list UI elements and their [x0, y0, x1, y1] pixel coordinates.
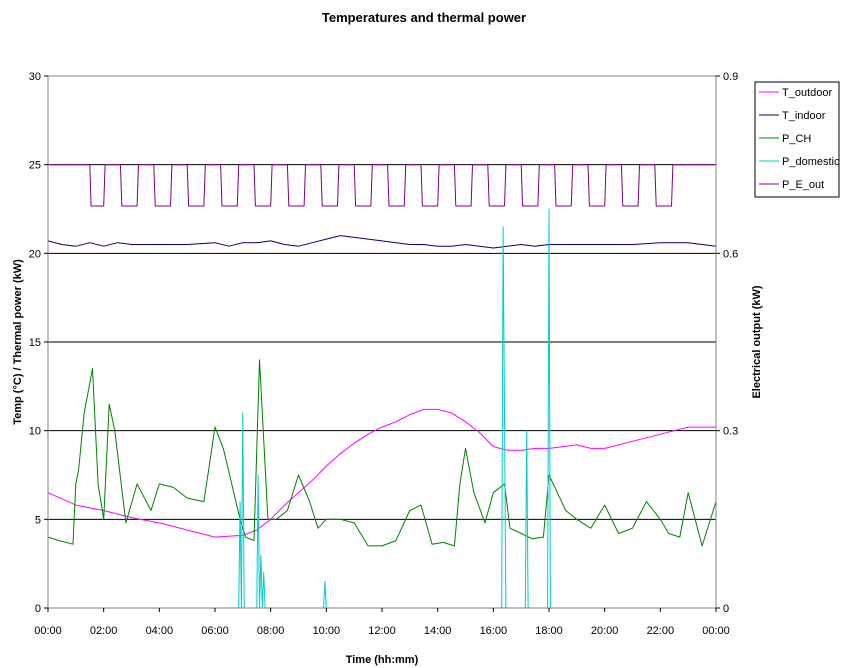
x-tick-label-5: 10:00	[313, 625, 341, 637]
x-tick-label-10: 20:00	[591, 625, 619, 637]
y-tick-label-5: 25	[29, 160, 41, 172]
legend-label-t-outdoor: T_outdoor	[782, 87, 832, 99]
y-tick-label-2: 10	[29, 426, 41, 438]
y-axis-ticks: 0 5 10 15 20 25 30	[29, 71, 48, 615]
x-tick-label-3: 06:00	[201, 625, 229, 637]
x-tick-label-6: 12:00	[368, 625, 396, 637]
y-tick-label-4: 20	[29, 248, 41, 260]
legend: T_outdoor T_indoor P_CH P_domestic P_E_out	[754, 81, 840, 198]
y-tick-label-6: 30	[29, 71, 41, 83]
series-p-e-out	[48, 164, 716, 207]
y2-tick-label-3: 0.9	[723, 71, 738, 83]
y2-tick-label-0: 0	[723, 603, 729, 615]
x-tick-label-2: 04:00	[146, 625, 174, 637]
y-tick-label-1: 5	[35, 514, 41, 526]
chart-title: Temperatures and thermal power	[322, 10, 526, 25]
legend-label-t-indoor: T_indoor	[782, 110, 826, 122]
x-axis-ticks: 00:00 02:00 04:00 06:00 08:00 10:00 12:00 14:00…	[34, 608, 730, 637]
y2-tick-label-1: 0.3	[723, 426, 738, 438]
x-tick-label-9: 18:00	[535, 625, 563, 637]
x-axis-label: Time (hh:mm)	[346, 654, 419, 666]
y2-axis-label: Electrical output (kW)	[751, 285, 763, 398]
x-tick-label-11: 22:00	[647, 625, 675, 637]
x-tick-label-4: 08:00	[257, 625, 285, 637]
x-tick-label-0: 00:00	[34, 625, 62, 637]
y-tick-label-3: 15	[29, 337, 41, 349]
y2-tick-label-2: 0.6	[723, 248, 738, 260]
x-tick-label-1: 02:00	[90, 625, 118, 637]
y-axis-label: Temp (°C) / Thermal power (kW)	[12, 259, 24, 425]
legend-label-p-e-out: P_E_out	[782, 179, 824, 191]
series-t-outdoor	[47, 408, 716, 538]
series-t-indoor	[47, 235, 717, 249]
y2-axis-ticks: 0 0.3 0.6 0.9	[716, 71, 738, 615]
x-tick-label-8: 16:00	[480, 625, 508, 637]
legend-box	[754, 81, 840, 198]
legend-label-p-ch: P_CH	[782, 133, 811, 145]
legend-label-p-domestic: P_domestic	[782, 156, 840, 168]
x-tick-label-7: 14:00	[424, 625, 452, 637]
x-tick-label-12: 00:00	[702, 625, 730, 637]
series-p-ch	[47, 359, 717, 547]
y-tick-label-0: 0	[35, 603, 41, 615]
